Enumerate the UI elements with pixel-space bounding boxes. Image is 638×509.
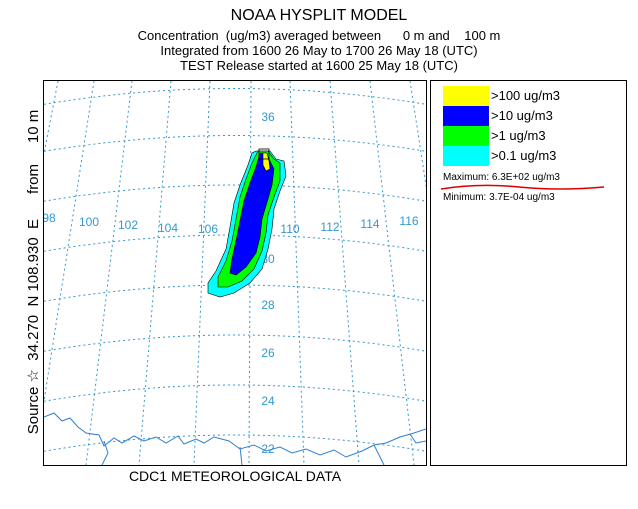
coastline [44,412,426,465]
legend-entry-100: >100 ug/m3 [443,85,623,106]
lon-label: 98 [44,211,56,225]
lat-label: 36 [261,110,275,124]
legend-panel: >100 ug/m3 >10 ug/m3 >1 ug/m3 >0.1 ug/m3… [430,80,627,466]
plume-contour-10 [229,152,275,276]
lon-label: 112 [320,220,339,234]
lat-label: 26 [261,346,275,360]
maximum-value: Maximum: 6.3E+02 ug/m3 [443,172,560,183]
legend-swatch-green [443,126,489,146]
legend-entry-0.1: >0.1 ug/m3 [443,145,623,166]
legend-label: >1 ug/m3 [491,128,546,143]
release-start: TEST Release started at 1600 25 May 18 (… [180,58,458,73]
lon-label: 106 [198,222,218,236]
lon-label: 116 [399,214,418,228]
lon-label: 102 [118,218,138,232]
meteorological-data-label: CDC1 METEOROLOGICAL DATA [128,468,342,484]
plume-contour-100 [262,152,271,172]
source-location-label: Source ☆ 34.270 N 108.930 E from 10 m [25,109,42,435]
legend-label: >0.1 ug/m3 [491,148,557,163]
integration-period: Integrated from 1600 26 May to 1700 26 M… [160,43,478,58]
legend-swatch-cyan [443,146,489,166]
lon-label: 100 [79,215,99,229]
handwritten-underline [440,184,605,190]
concentration-plume [207,148,287,298]
legend-entry-1: >1 ug/m3 [443,125,623,146]
minimum-value: Minimum: 3.7E-04 ug/m3 [443,192,555,203]
averaging-description: Concentration (ug/m3) averaged between 0… [137,28,501,43]
dispersion-map: 98 100 102 104 106 108 110 112 114 116 3… [44,81,426,465]
lat-label: 24 [261,394,275,408]
lon-label: 104 [158,221,178,235]
legend-entry-10: >10 ug/m3 [443,105,623,126]
source-marker [258,148,270,160]
lon-label: 110 [280,222,299,236]
lon-label: 114 [360,217,379,231]
map-title: NOAA HYSPLIT MODEL [230,7,408,24]
legend-label: >100 ug/m3 [491,88,561,103]
map-panel: 98 100 102 104 106 108 110 112 114 116 3… [43,80,427,466]
legend-swatch-yellow [443,86,489,106]
graticule [44,81,426,465]
legend-swatch-blue [443,106,489,126]
lat-label: 22 [261,442,275,456]
lat-label: 28 [261,298,275,312]
legend-label: >10 ug/m3 [491,108,553,123]
